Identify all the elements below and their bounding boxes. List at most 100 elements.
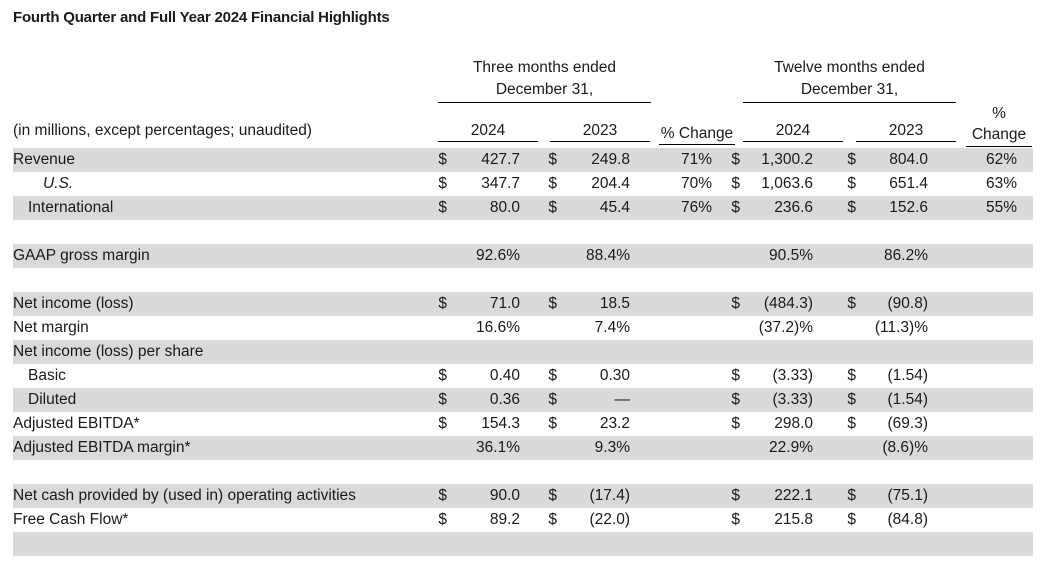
y2023-value: (69.3)	[887, 415, 929, 432]
q2024-value: 80.0	[489, 199, 520, 216]
y2023-value: (84.8)	[887, 511, 929, 528]
q2024-dollar: $	[438, 487, 447, 504]
col-header-y2023: 2023	[856, 122, 956, 142]
q2023-value: 18.5	[599, 295, 630, 312]
y2023-value: (1.54)	[887, 391, 929, 408]
q2024-value: 71.0	[489, 295, 520, 312]
q2023-dollar: $	[548, 415, 557, 432]
q2024-value: 92.6%	[476, 247, 520, 264]
q2023-dollar: $	[548, 175, 557, 192]
col-header-q2023: 2023	[550, 122, 650, 142]
col-header-q-pct-change: % Change	[659, 125, 735, 145]
y2023-dollar: $	[847, 487, 856, 504]
q-pct-change: 76%	[680, 199, 712, 216]
row-label: GAAP gross margin	[13, 247, 150, 264]
table-row	[13, 220, 1033, 244]
q2023-value: 249.8	[591, 151, 630, 168]
q2023-value: 7.4%	[594, 319, 630, 336]
table-row	[13, 268, 1033, 292]
row-label: Adjusted EBITDA margin*	[13, 439, 191, 456]
table-row: Adjusted EBITDA margin* 36.1% 9.3% 22.9% (8.…	[13, 436, 1033, 460]
table-row: Net income (loss) $71.0 $18.5 $ (484.3) $ (90.…	[13, 292, 1033, 316]
y2023-value: (11.3)%	[874, 319, 928, 336]
q2024-dollar: $	[438, 511, 447, 528]
q2024-value: 427.7	[481, 151, 520, 168]
y2023-dollar: $	[847, 175, 856, 192]
q2024-dollar: $	[438, 295, 447, 312]
y2024-dollar: $	[731, 367, 740, 384]
y2023-value: 651.4	[889, 175, 928, 192]
y2023-value: (75.1)	[887, 487, 929, 504]
three-months-header: Three months ended December 31,	[438, 57, 651, 103]
q2024-dollar: $	[438, 367, 447, 384]
twelve-months-header: Twelve months ended December 31,	[743, 57, 956, 103]
y2023-value: (90.8)	[887, 295, 929, 312]
table-title: Fourth Quarter and Full Year 2024 Financ…	[13, 9, 390, 26]
y2024-dollar: $	[731, 511, 740, 528]
q2023-value: 9.3%	[594, 439, 630, 456]
q2023-value: (22.0)	[589, 511, 631, 528]
q2024-value: 36.1%	[476, 439, 520, 456]
q2023-value: 88.4%	[586, 247, 630, 264]
row-label: U.S.	[43, 175, 74, 192]
table-row: Free Cash Flow* $89.2 $ (22.0) $215.8 $ (84.8)	[13, 508, 1033, 532]
q2024-dollar: $	[438, 199, 447, 216]
row-label: Revenue	[13, 151, 76, 168]
y2024-dollar: $	[731, 415, 740, 432]
y2023-dollar: $	[847, 391, 856, 408]
q2024-value: 154.3	[481, 415, 520, 432]
q2023-dollar: $	[548, 367, 557, 384]
row-label: Net income (loss) per share	[13, 343, 204, 360]
y2024-dollar: $	[731, 295, 740, 312]
q2023-dollar: $	[548, 199, 557, 216]
table-row: GAAP gross margin 92.6% 88.4% 90.5% 86.2%	[13, 244, 1033, 268]
row-label: Diluted	[28, 391, 77, 408]
table-row: Revenue $427.7 $249.8 71% $1,300.2 $804.0 62%	[13, 148, 1033, 172]
row-label: Net cash provided by (used in) operating…	[13, 487, 356, 504]
y2023-dollar: $	[847, 367, 856, 384]
q2024-value: 0.40	[489, 367, 520, 384]
y2024-value: 22.9%	[769, 439, 813, 456]
y2024-value: 90.5%	[769, 247, 813, 264]
q2023-dollar: $	[548, 295, 557, 312]
twelve-months-line1: Twelve months ended	[774, 59, 925, 76]
y2023-value: 152.6	[889, 199, 928, 216]
y2024-dollar: $	[731, 487, 740, 504]
row-label: Net margin	[13, 319, 89, 336]
y2024-value: (37.2)%	[758, 319, 813, 336]
table-row: Net cash provided by (used in) operating…	[13, 484, 1033, 508]
row-label: International	[28, 199, 114, 216]
twelve-months-line2: December 31,	[800, 81, 899, 98]
table-row	[13, 460, 1033, 484]
y2024-dollar: $	[731, 391, 740, 408]
q2023-value: —	[614, 391, 631, 408]
row-label: Net income (loss)	[13, 295, 134, 312]
y2023-dollar: $	[847, 295, 856, 312]
table-row: Net income (loss) per share	[13, 340, 1033, 364]
three-months-line2: December 31,	[495, 81, 594, 98]
q2024-dollar: $	[438, 415, 447, 432]
col-header-y2024: 2024	[743, 122, 843, 142]
y2023-value: 804.0	[889, 151, 928, 168]
y2024-value: 215.8	[774, 511, 813, 528]
table-row: Net margin 16.6% 7.4% (37.2)% (11.3)%	[13, 316, 1033, 340]
q2023-value: 45.4	[599, 199, 630, 216]
table-row: Basic $0.40 $0.30 $ (3.33) $ (1.54)	[13, 364, 1033, 388]
y-pct-change: 63%	[985, 175, 1017, 192]
q2023-value: 204.4	[591, 175, 630, 192]
table-row: Diluted $0.36 $ — $ (3.33) $ (1.54)	[13, 388, 1033, 412]
y2024-value: 222.1	[774, 487, 813, 504]
q2024-value: 90.0	[489, 487, 520, 504]
y-pct-change: 55%	[985, 199, 1017, 216]
q2024-value: 16.6%	[476, 319, 520, 336]
q2023-dollar: $	[548, 151, 557, 168]
y2023-value: 86.2%	[884, 247, 928, 264]
y2023-value: (1.54)	[887, 367, 929, 384]
y2024-value: 236.6	[774, 199, 813, 216]
row-label: Adjusted EBITDA*	[13, 415, 140, 432]
q-pct-change: 71%	[680, 151, 712, 168]
q2024-value: 347.7	[481, 175, 520, 192]
y2024-dollar: $	[731, 175, 740, 192]
table-row: International $80.0 $45.4 76% $236.6 $152.6 55…	[13, 196, 1033, 220]
col-header-y-pct-change: % Change	[966, 103, 1032, 147]
